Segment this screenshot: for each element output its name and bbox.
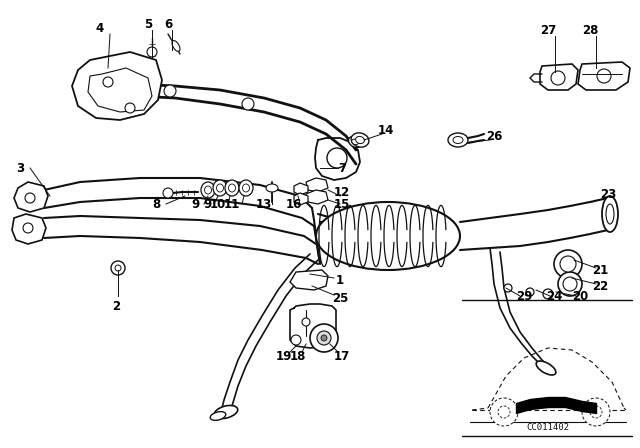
Text: 7: 7	[338, 161, 346, 175]
Circle shape	[327, 148, 347, 168]
Text: 9: 9	[204, 198, 212, 211]
Circle shape	[504, 284, 512, 292]
Circle shape	[147, 47, 157, 57]
Polygon shape	[72, 52, 162, 120]
Ellipse shape	[563, 277, 577, 291]
Text: 6: 6	[164, 17, 172, 30]
Polygon shape	[306, 178, 328, 192]
Text: 13: 13	[256, 198, 272, 211]
Circle shape	[317, 331, 331, 345]
Circle shape	[498, 406, 510, 418]
Polygon shape	[290, 270, 328, 290]
Circle shape	[590, 406, 602, 418]
Ellipse shape	[214, 405, 237, 418]
Ellipse shape	[316, 202, 460, 270]
Circle shape	[551, 71, 565, 85]
Text: 2: 2	[112, 300, 120, 313]
Circle shape	[291, 335, 301, 345]
Ellipse shape	[172, 41, 180, 52]
Ellipse shape	[201, 182, 215, 198]
Polygon shape	[88, 68, 152, 112]
Ellipse shape	[213, 180, 227, 196]
Ellipse shape	[243, 184, 250, 192]
Text: 9: 9	[192, 198, 200, 211]
Ellipse shape	[356, 137, 364, 143]
Text: 17: 17	[334, 349, 350, 362]
Text: 10: 10	[210, 198, 226, 211]
Polygon shape	[578, 62, 630, 90]
Text: 11: 11	[224, 198, 240, 211]
Ellipse shape	[205, 186, 211, 194]
Circle shape	[490, 398, 518, 426]
Ellipse shape	[348, 137, 362, 147]
Ellipse shape	[351, 133, 369, 147]
Text: 4: 4	[96, 22, 104, 34]
Text: 20: 20	[572, 289, 588, 302]
Ellipse shape	[602, 196, 618, 232]
Circle shape	[163, 188, 173, 198]
Text: 8: 8	[152, 198, 160, 211]
Ellipse shape	[228, 184, 236, 192]
Ellipse shape	[536, 361, 556, 375]
Text: 29: 29	[516, 289, 532, 302]
Text: 16: 16	[286, 198, 302, 211]
Circle shape	[597, 69, 611, 83]
Text: 26: 26	[486, 129, 502, 142]
Text: 21: 21	[592, 263, 608, 276]
Text: 15: 15	[334, 198, 350, 211]
Text: 19: 19	[276, 349, 292, 362]
Text: 5: 5	[144, 17, 152, 30]
Circle shape	[321, 335, 327, 341]
Text: 1: 1	[336, 273, 344, 287]
Polygon shape	[294, 183, 308, 195]
Polygon shape	[294, 193, 308, 205]
Circle shape	[543, 289, 553, 299]
Circle shape	[25, 193, 35, 203]
Polygon shape	[224, 254, 318, 406]
Polygon shape	[14, 182, 48, 212]
Text: CC011402: CC011402	[527, 423, 570, 432]
Polygon shape	[12, 214, 46, 244]
Text: 22: 22	[592, 280, 608, 293]
Circle shape	[125, 103, 135, 113]
Ellipse shape	[558, 272, 582, 296]
Circle shape	[115, 265, 121, 271]
Circle shape	[526, 288, 534, 296]
Ellipse shape	[225, 180, 239, 196]
Ellipse shape	[448, 133, 468, 147]
Text: 14: 14	[378, 124, 394, 137]
Circle shape	[111, 261, 125, 275]
Ellipse shape	[239, 180, 253, 196]
Ellipse shape	[266, 184, 278, 192]
Text: 24: 24	[546, 289, 562, 302]
Circle shape	[23, 223, 33, 233]
Text: 12: 12	[334, 185, 350, 198]
Polygon shape	[540, 64, 578, 90]
Ellipse shape	[606, 204, 614, 224]
Circle shape	[302, 318, 310, 326]
Circle shape	[164, 85, 176, 97]
Circle shape	[103, 77, 113, 87]
Ellipse shape	[216, 184, 223, 192]
Circle shape	[242, 98, 254, 110]
Text: 27: 27	[540, 23, 556, 36]
Text: 25: 25	[332, 292, 348, 305]
Circle shape	[310, 324, 338, 352]
Ellipse shape	[554, 250, 582, 278]
Circle shape	[582, 398, 610, 426]
Ellipse shape	[210, 412, 226, 420]
Ellipse shape	[352, 139, 358, 145]
Polygon shape	[306, 190, 328, 204]
Text: 18: 18	[290, 349, 306, 362]
Ellipse shape	[560, 256, 576, 272]
Text: 23: 23	[600, 188, 616, 201]
Text: 28: 28	[582, 23, 598, 36]
Text: 3: 3	[16, 161, 24, 175]
Ellipse shape	[453, 137, 463, 143]
